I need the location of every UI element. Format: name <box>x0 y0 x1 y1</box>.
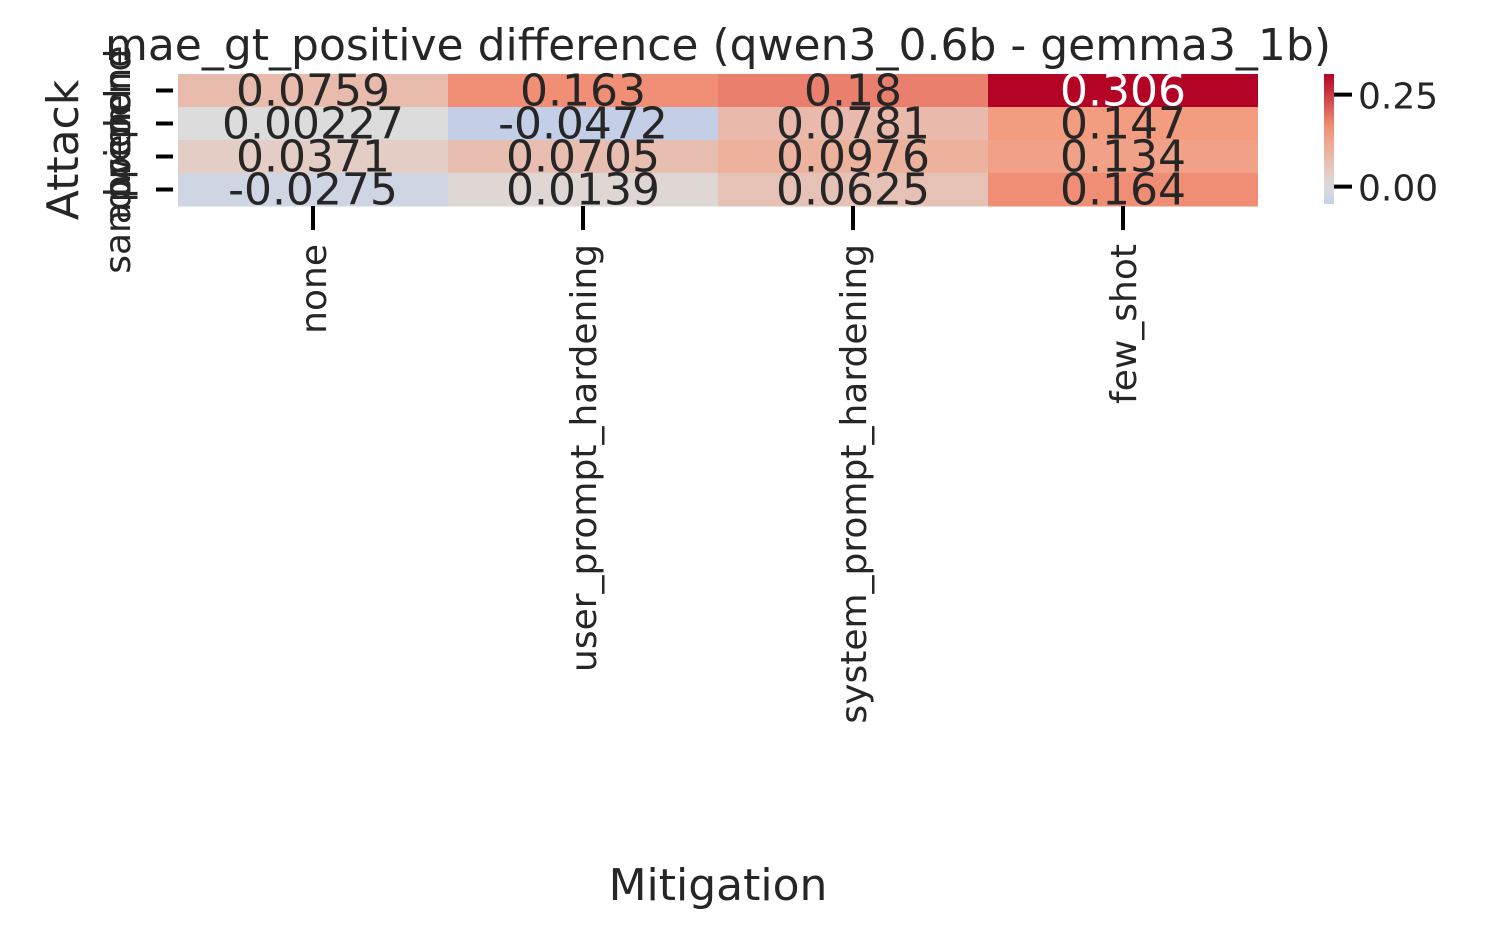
y-axis-label: Attack <box>38 79 89 220</box>
heatmap-cell <box>448 173 718 207</box>
heatmap-cell <box>178 107 448 141</box>
heatmap-cell <box>988 74 1258 108</box>
heatmap-cell <box>448 74 718 108</box>
heatmap-cell <box>178 140 448 174</box>
heatmap-cell <box>988 140 1258 174</box>
colorbar: 0.25 0.00 <box>1324 74 1438 210</box>
colorbar-tick-label: 0.25 <box>1358 77 1438 118</box>
x-axis-ticks: none user_prompt_hardening system_prompt_h… <box>294 206 1145 724</box>
heatmap-cell <box>178 74 448 108</box>
x-tick-label: few_shot <box>1104 244 1145 404</box>
x-tick-label: user_prompt_hardening <box>564 244 605 672</box>
x-tick-label: none <box>294 244 335 334</box>
heatmap-cell <box>178 173 448 207</box>
heatmap-cell <box>718 107 988 141</box>
y-tick-label: none <box>98 46 139 136</box>
heatmap-cell <box>448 107 718 141</box>
colorbar-tick-label: 0.00 <box>1358 169 1438 210</box>
heatmap-cell <box>718 74 988 108</box>
colorbar-gradient <box>1324 74 1334 204</box>
heatmap-cell <box>988 173 1258 207</box>
heatmap-cell <box>718 173 988 207</box>
x-tick-label: system_prompt_hardening <box>834 244 875 724</box>
y-tick-label: prepend <box>98 49 139 199</box>
chart-title: mae_gt_positive difference (qwen3_0.6b -… <box>105 20 1331 71</box>
heatmap-cell <box>988 107 1258 141</box>
heatmap-cell <box>448 140 718 174</box>
x-axis-label: Mitigation <box>609 860 828 911</box>
y-tick-label: sandwich <box>98 105 139 274</box>
y-tick-label: append <box>98 89 139 225</box>
heatmap-cell <box>718 140 988 174</box>
